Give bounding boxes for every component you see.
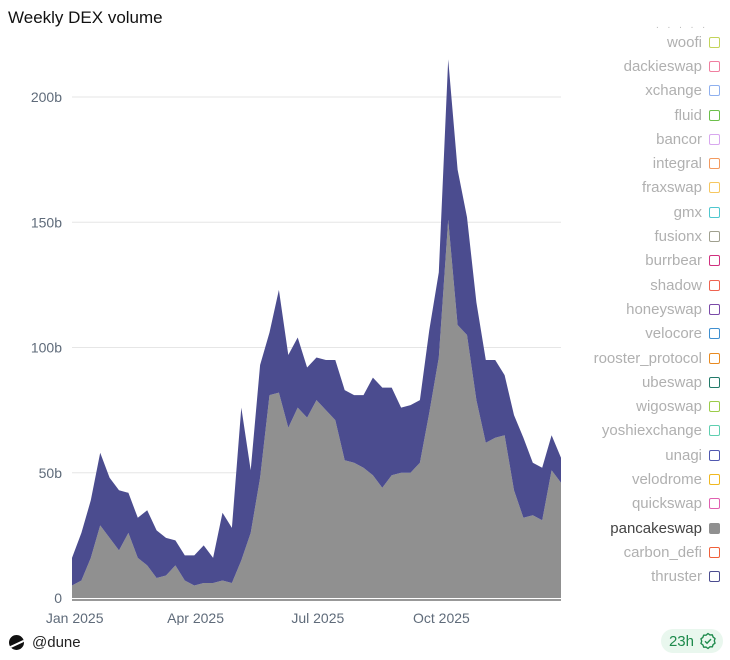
legend-swatch-icon xyxy=(709,158,720,170)
y-tick-label: 200b xyxy=(31,89,62,105)
chart-title: Weekly DEX volume xyxy=(8,8,163,27)
y-tick-label: 150b xyxy=(31,214,62,230)
legend-item-fusionx[interactable]: fusionx xyxy=(520,224,720,248)
legend-swatch-icon xyxy=(709,231,720,243)
y-tick-label: 100b xyxy=(31,340,62,356)
legend-swatch-icon xyxy=(709,109,720,121)
dune-branding[interactable]: @dune xyxy=(9,634,81,651)
legend-item-ubeswap[interactable]: ubeswap xyxy=(520,370,720,394)
x-tick-label: Oct 2025 xyxy=(413,610,470,625)
legend-scroll-indicator[interactable]: . . . . . xyxy=(655,24,708,30)
legend-swatch-icon xyxy=(709,255,720,267)
y-tick-label: 50b xyxy=(39,465,63,481)
legend-item-carbon-defi[interactable]: carbon_defi xyxy=(520,540,720,564)
x-tick-label: Jan 2025 xyxy=(46,610,104,625)
legend-item-unagi[interactable]: unagi xyxy=(520,443,720,467)
legend-swatch-icon xyxy=(709,401,720,413)
legend-item-xchange[interactable]: xchange xyxy=(520,79,720,103)
legend-label: quickswap xyxy=(631,495,702,513)
legend-swatch-icon xyxy=(709,571,720,583)
legend-item-rooster-protocol[interactable]: rooster_protocol xyxy=(520,346,720,370)
legend-swatch-icon xyxy=(709,85,720,97)
legend-swatch-icon xyxy=(709,352,720,364)
legend: woofi dackieswap xchange fluid bancor integra… xyxy=(520,30,720,589)
legend-swatch-icon xyxy=(709,425,720,437)
legend-label: rooster_protocol xyxy=(593,349,702,367)
legend-swatch-icon xyxy=(709,36,720,48)
legend-item-bancor[interactable]: bancor xyxy=(520,127,720,151)
dune-handle: @dune xyxy=(32,634,81,651)
legend-swatch-icon xyxy=(709,546,720,558)
area-series-series-1 xyxy=(72,59,561,586)
legend-item-yoshiexchange[interactable]: yoshiexchange xyxy=(520,419,720,443)
legend-swatch-icon xyxy=(709,303,720,315)
legend-swatch-icon xyxy=(709,328,720,340)
freshness-text: 23h xyxy=(668,632,694,650)
chart-area: 0 50b 100b 150b 200b Jan 2025 Apr 2025 Jul 202… xyxy=(31,59,561,625)
freshness-badge[interactable]: 23h xyxy=(660,629,723,653)
legend-label: velocore xyxy=(645,325,702,343)
legend-swatch-icon xyxy=(709,133,720,145)
legend-label: shadow xyxy=(650,276,702,294)
legend-label: fusionx xyxy=(654,228,702,246)
legend-label: carbon_defi xyxy=(623,543,702,561)
legend-item-velodrome[interactable]: velodrome xyxy=(520,467,720,491)
dune-logo-icon xyxy=(9,635,24,650)
legend-label: burrbear xyxy=(645,252,702,270)
legend-item-fraxswap[interactable]: fraxswap xyxy=(520,176,720,200)
legend-item-pancakeswap[interactable]: pancakeswap xyxy=(520,516,720,540)
legend-label: dackieswap xyxy=(623,57,702,75)
legend-item-woofi[interactable]: woofi xyxy=(520,30,720,54)
legend-swatch-icon xyxy=(709,279,720,291)
legend-item-wigoswap[interactable]: wigoswap xyxy=(520,394,720,418)
legend-label: gmx xyxy=(673,203,702,221)
legend-item-gmx[interactable]: gmx xyxy=(520,200,720,224)
legend-label: bancor xyxy=(656,130,702,148)
legend-swatch-icon xyxy=(709,206,720,218)
legend-label: xchange xyxy=(645,82,702,100)
y-tick-label: 0 xyxy=(54,590,62,606)
legend-swatch-icon xyxy=(709,449,720,461)
legend-item-dackieswap[interactable]: dackieswap xyxy=(520,54,720,78)
x-tick-label: Jul 2025 xyxy=(291,610,344,625)
legend-swatch-icon xyxy=(709,498,720,510)
legend-item-velocore[interactable]: velocore xyxy=(520,322,720,346)
legend-label: integral xyxy=(652,155,702,173)
legend-item-thruster[interactable]: thruster xyxy=(520,565,720,589)
legend-item-quickswap[interactable]: quickswap xyxy=(520,492,720,516)
x-tick-label: Apr 2025 xyxy=(167,610,224,625)
legend-swatch-icon xyxy=(709,376,720,388)
legend-label: woofi xyxy=(666,33,702,51)
legend-swatch-icon xyxy=(709,522,720,534)
legend-label: honeyswap xyxy=(626,300,702,318)
legend-item-burrbear[interactable]: burrbear xyxy=(520,249,720,273)
legend-item-honeyswap[interactable]: honeyswap xyxy=(520,297,720,321)
legend-swatch-icon xyxy=(709,182,720,194)
legend-item-shadow[interactable]: shadow xyxy=(520,273,720,297)
legend-label: wigoswap xyxy=(636,398,702,416)
legend-label: unagi xyxy=(665,446,702,464)
legend-swatch-icon xyxy=(709,60,720,72)
legend-label: fraxswap xyxy=(641,179,702,197)
legend-label: yoshiexchange xyxy=(601,422,702,440)
area-series-pancakeswap xyxy=(72,219,561,598)
legend-label: pancakeswap xyxy=(610,519,702,537)
legend-label: velodrome xyxy=(631,470,702,488)
legend-label: fluid xyxy=(674,106,702,124)
legend-label: thruster xyxy=(651,568,702,586)
legend-item-fluid[interactable]: fluid xyxy=(520,103,720,127)
legend-item-integral[interactable]: integral xyxy=(520,151,720,175)
legend-swatch-icon xyxy=(709,473,720,485)
legend-label: ubeswap xyxy=(641,373,702,391)
verified-check-icon xyxy=(700,632,716,650)
